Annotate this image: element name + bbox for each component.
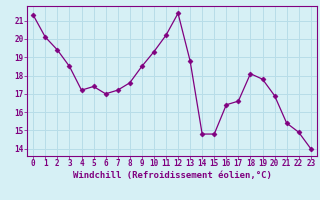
X-axis label: Windchill (Refroidissement éolien,°C): Windchill (Refroidissement éolien,°C)	[73, 171, 271, 180]
